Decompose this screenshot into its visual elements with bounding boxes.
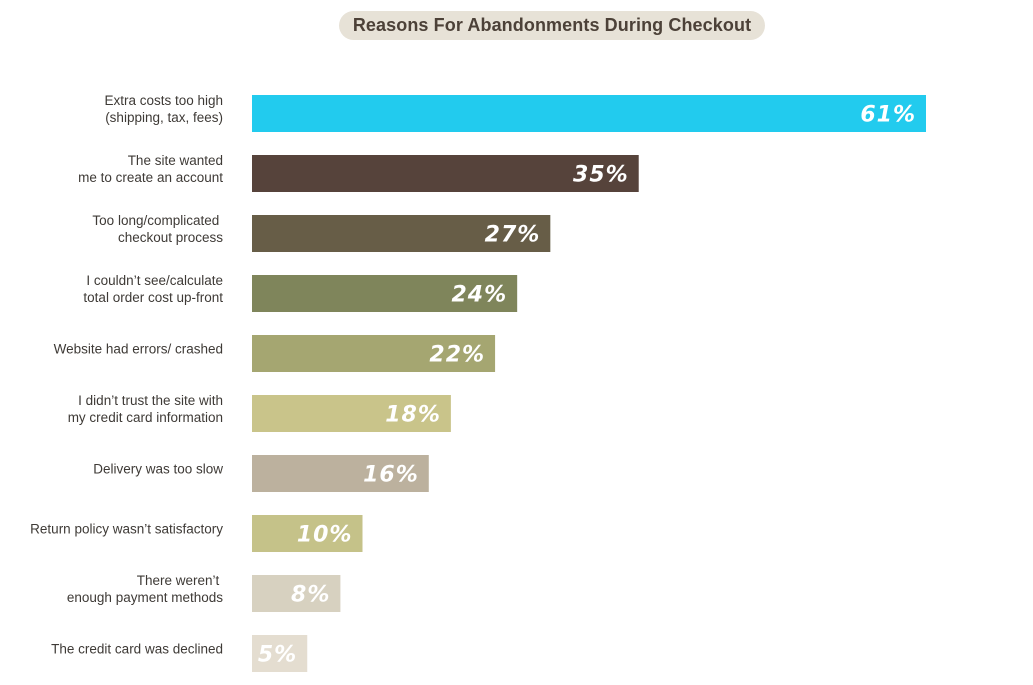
category-label: Return policy wasn’t satisfactory	[30, 522, 223, 537]
bar-group: 10% Return policy wasn’t satisfactory	[30, 515, 363, 552]
category-label-line: There weren’t	[137, 573, 223, 588]
data-label: 10%	[297, 523, 353, 548]
category-label: Delivery was too slow	[93, 462, 223, 477]
data-label: 35%	[573, 163, 629, 188]
bar	[252, 155, 639, 192]
bar	[252, 335, 496, 372]
bar-group: 61% Extra costs too high (shipping, tax, f…	[104, 93, 926, 132]
category-label-line: Extra costs too high	[104, 93, 223, 108]
data-label: 27%	[485, 223, 541, 248]
category-label-line: Website had errors/ crashed	[54, 342, 223, 357]
bar	[252, 575, 341, 612]
category-label-line: Too long/complicated	[92, 213, 223, 228]
bar-group: 24% I couldn’t see/calculate total order c…	[83, 273, 518, 312]
bar-group: 22% Website had errors/ crashed	[54, 335, 496, 372]
chart-title: Reasons For Abandonments During Checkout	[339, 11, 765, 40]
bar-group: 8% There weren’t enough payment methods	[67, 573, 341, 612]
category-label: Extra costs too high (shipping, tax, fees…	[104, 93, 223, 125]
category-label: I couldn’t see/calculate total order cost…	[83, 273, 223, 305]
bar	[252, 95, 926, 132]
category-label: Website had errors/ crashed	[54, 342, 223, 357]
category-label-line: Return policy wasn’t satisfactory	[30, 522, 223, 537]
data-label: 61%	[860, 103, 916, 128]
data-label: 24%	[452, 283, 508, 308]
bar-group: 27% Too long/complicated checkout process	[92, 213, 551, 252]
data-label: 5%	[258, 643, 297, 668]
bar	[252, 515, 363, 552]
category-label: The site wanted me to create an account	[78, 153, 223, 185]
bar	[252, 455, 429, 492]
category-label: I didn’t trust the site with my credit ca…	[68, 393, 223, 425]
category-label: The credit card was declined	[51, 642, 223, 657]
data-label: 22%	[429, 343, 485, 368]
category-label-line: I didn’t trust the site with	[78, 393, 223, 408]
bar-group: 5% The credit card was declined	[51, 635, 308, 672]
data-label: 18%	[385, 403, 441, 428]
bar	[252, 215, 551, 252]
category-label: Too long/complicated checkout process	[92, 213, 223, 245]
data-label: 8%	[291, 583, 330, 608]
category-label-line: total order cost up-front	[83, 290, 223, 305]
category-label-line: The credit card was declined	[51, 642, 223, 657]
bar-group: 35% The site wanted me to create an accoun…	[78, 153, 639, 192]
category-label: There weren’t enough payment methods	[67, 573, 223, 605]
category-label-line: checkout process	[118, 230, 223, 245]
category-label-line: enough payment methods	[67, 590, 223, 605]
category-label-line: I couldn’t see/calculate	[86, 273, 223, 288]
bar-group: 16% Delivery was too slow	[93, 455, 429, 492]
category-label-line: me to create an account	[78, 170, 223, 185]
bar	[252, 275, 518, 312]
bar	[252, 635, 308, 672]
category-label-line: (shipping, tax, fees)	[105, 110, 223, 125]
category-label-line: my credit card information	[68, 410, 223, 425]
data-label: 16%	[363, 463, 419, 488]
category-label-line: The site wanted	[128, 153, 223, 168]
bar	[252, 395, 451, 432]
bar-group: 18% I didn’t trust the site with my credit…	[68, 393, 451, 432]
category-label-line: Delivery was too slow	[93, 462, 223, 477]
